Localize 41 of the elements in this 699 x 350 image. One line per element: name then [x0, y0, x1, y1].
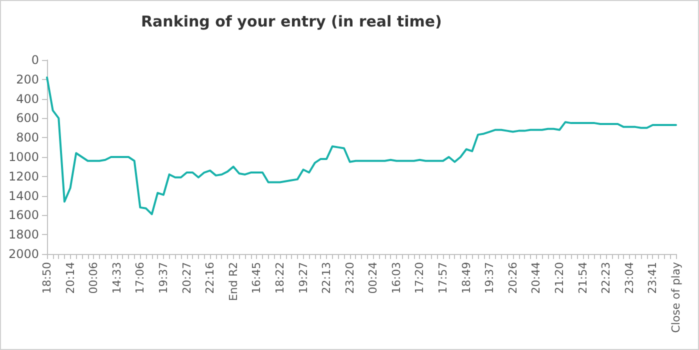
x-tick-label: 23:20	[343, 262, 356, 294]
x-tick-label: 23:04	[622, 262, 636, 294]
x-tick-label: 20:26	[506, 262, 520, 294]
y-tick-label: 600	[16, 111, 39, 126]
x-tick-label: 17:20	[413, 262, 426, 294]
x-tick-label: 17:57	[436, 262, 450, 294]
x-tick-label: 20:44	[530, 262, 543, 294]
chart-title: Ranking of your entry (in real time)	[141, 12, 442, 30]
x-tick-label: Close of play	[670, 262, 682, 333]
x-tick-label: 19:37	[483, 262, 496, 294]
x-tick-label: 21:20	[553, 262, 566, 294]
y-tick-label: 400	[16, 92, 39, 106]
y-tick-label: 800	[16, 130, 39, 145]
x-tick-label: 18:49	[460, 262, 473, 294]
x-tick-label: 23:41	[646, 262, 660, 294]
x-tick-label: 16:03	[390, 262, 403, 294]
x-tick-label: 19:37	[156, 262, 170, 294]
x-tick-label: 22:23	[600, 262, 613, 294]
x-tick-label: 22:13	[320, 262, 334, 294]
y-tick-label: 1600	[8, 208, 39, 222]
y-tick-label: 1000	[8, 150, 39, 164]
y-tick-label: 0	[31, 53, 39, 67]
x-tick-label: 20:27	[180, 262, 194, 294]
x-tick-label: 00:24	[366, 262, 380, 294]
y-tick-label: 2000	[8, 247, 39, 261]
x-tick-label: 16:45	[250, 262, 264, 294]
y-tick-label: 1800	[8, 228, 39, 242]
y-tick-label: 1400	[8, 188, 39, 203]
x-tick-label: 21:54	[576, 262, 590, 294]
y-tick-label: 200	[16, 72, 39, 86]
line-series	[46, 76, 677, 216]
x-tick-label: 18:22	[273, 262, 286, 294]
x-tick-label: 22:16	[204, 262, 217, 294]
x-tick-label: 18:50	[40, 262, 54, 294]
x-tick-label: End R2	[226, 262, 240, 302]
y-tick-label: 1200	[8, 169, 39, 184]
x-tick-label: 19:27	[296, 262, 310, 294]
x-tick-label: 20:14	[64, 262, 77, 294]
x-tick-label: 00:06	[87, 262, 100, 294]
x-tick-label: 17:06	[134, 262, 147, 294]
x-tick-label: 14:33	[110, 262, 124, 294]
